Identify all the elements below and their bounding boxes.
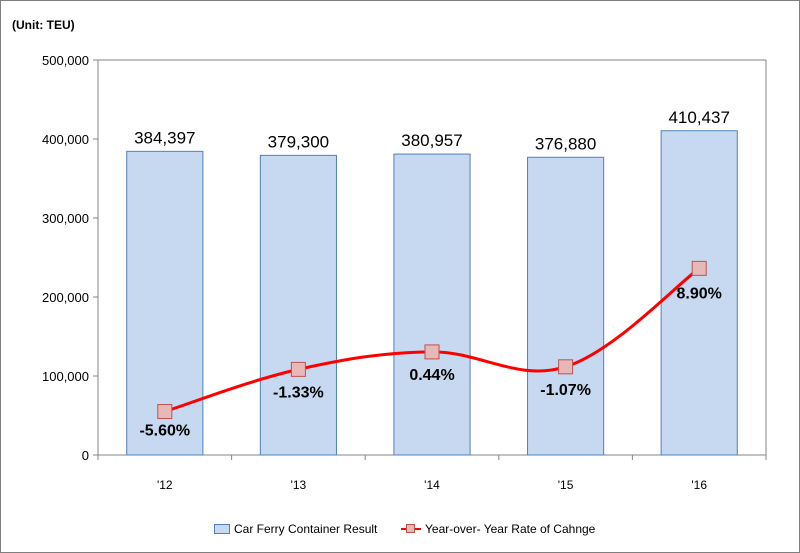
y-tick-label: 100,000 xyxy=(42,369,89,384)
rate-data-label: 8.90% xyxy=(677,285,722,302)
unit-label: (Unit: TEU) xyxy=(12,18,75,32)
rate-data-label: -5.60% xyxy=(139,423,190,440)
legend-swatch-bar xyxy=(214,524,230,534)
bar-data-label: 410,437 xyxy=(668,108,729,127)
x-axis: '12 '13 '14 '15 '16 xyxy=(97,454,767,492)
legend-item-bars: Car Ferry Container Result xyxy=(214,522,377,536)
y-axis: 0 100,000 200,000 300,000 400,000 500,000 xyxy=(42,53,767,463)
bar xyxy=(259,154,337,456)
legend-item-line: Year-over- Year Rate of Cahnge xyxy=(401,522,595,536)
legend-label-line: Year-over- Year Rate of Cahnge xyxy=(425,522,596,536)
rate-data-label: -1.07% xyxy=(540,382,591,399)
y-tick-label: 200,000 xyxy=(42,290,89,305)
bar-data-label: 376,880 xyxy=(535,134,596,153)
line-series: -5.60% -1.33% 0.44% -1.07% 8.90% xyxy=(139,260,722,440)
x-tick-label: '15 xyxy=(558,478,574,492)
rate-data-label: 0.44% xyxy=(409,367,454,384)
bar xyxy=(393,153,471,456)
y-tick-label: 500,000 xyxy=(42,53,89,68)
legend-label-bars: Car Ferry Container Result xyxy=(234,522,378,536)
bar-data-label: 380,957 xyxy=(401,131,462,150)
rate-marker xyxy=(558,359,574,375)
x-tick-label: '13 xyxy=(291,478,307,492)
rate-data-label: -1.33% xyxy=(273,384,324,401)
y-tick-label: 300,000 xyxy=(42,211,89,226)
rate-marker xyxy=(691,260,707,276)
bar xyxy=(527,156,605,456)
rate-marker xyxy=(290,361,306,377)
y-tick-label: 400,000 xyxy=(42,132,89,147)
bar-data-label: 384,397 xyxy=(134,128,195,147)
legend-swatch-line xyxy=(401,523,421,535)
rate-marker xyxy=(157,404,173,420)
y-tick-label: 0 xyxy=(82,448,89,463)
x-tick-label: '16 xyxy=(691,478,707,492)
x-tick-label: '12 xyxy=(157,478,173,492)
bar-series: 384,397 379,300 380,957 376,880 410,437 xyxy=(126,108,738,456)
legend: Car Ferry Container Result Year-over- Ye… xyxy=(0,522,800,542)
bar-data-label: 379,300 xyxy=(268,132,329,151)
x-tick-label: '14 xyxy=(424,478,440,492)
bar xyxy=(660,130,738,456)
rate-marker xyxy=(424,344,440,360)
